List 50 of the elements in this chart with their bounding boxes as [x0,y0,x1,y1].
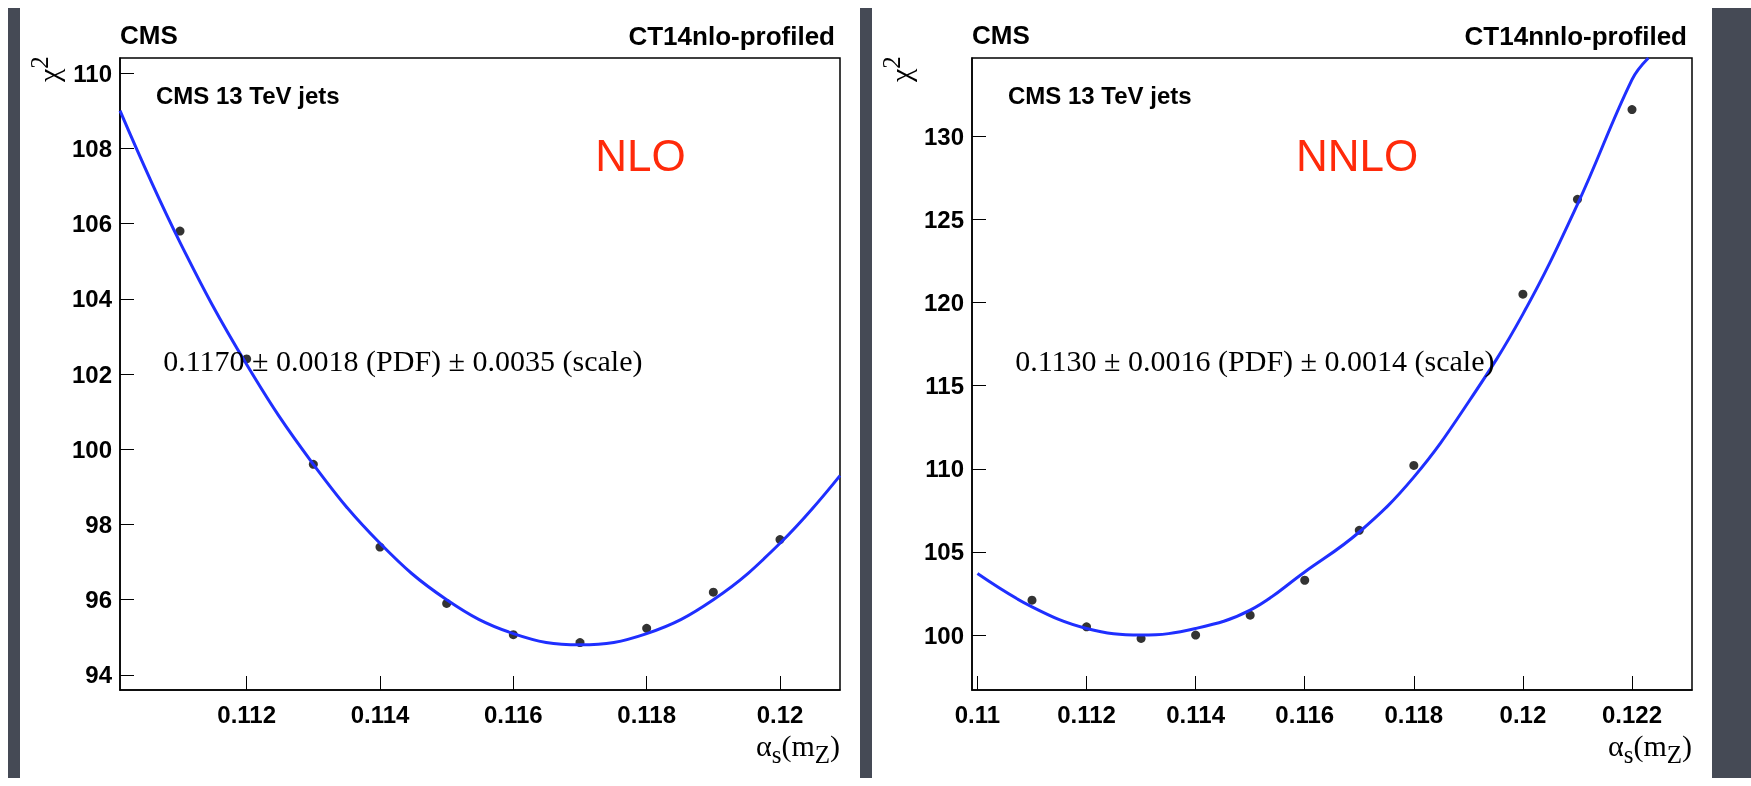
annotation: CMS 13 TeV jets [156,81,340,109]
chart-title: CT14nnlo-profiled [1464,21,1687,51]
y-tick-label: 94 [85,661,113,689]
y-tick-label: 110 [73,59,112,87]
y-tick-label: 100 [923,621,964,649]
annotation: 0.1130 ± 0.0016 (PDF) ± 0.0014 (scale) [1015,344,1495,379]
y-tick-label: 108 [71,134,112,162]
x-tick-label: 0.114 [350,700,411,728]
text: CMS [120,20,178,50]
x-tick-label: 0.12 [756,700,804,728]
y-tick-label: 98 [85,510,112,538]
chart-title: CT14nlo-profiled [628,21,836,51]
point [642,623,652,633]
point [1027,595,1037,605]
point [1409,460,1419,470]
y-tick-label: 104 [71,285,113,313]
annotation: 0.1170 ± 0.0018 (PDF) ± 0.0035 (scale) [163,344,643,379]
annotation: NLO [595,131,686,181]
x-tick-label: 0.118 [617,700,677,728]
x-tick-label: 0.116 [1275,700,1335,728]
y-tick-label: 105 [923,538,964,566]
y-tick-label: 125 [923,205,964,233]
x-tick-label: 0.112 [1057,700,1116,728]
y-tick-label: 100 [71,435,112,463]
y-tick-label: 115 [925,372,964,400]
y-tick-label: 120 [923,288,964,316]
x-axis-title: α$_{s}$(m$_{Z}$) [1607,729,1692,770]
y-tick-label: 110 [925,455,964,483]
y-tick-label: 130 [923,122,964,150]
x-tick-label: 0.116 [483,700,543,728]
x-tick-label: 0.122 [1601,700,1663,728]
x-tick-label: 0.12 [1499,700,1547,728]
x-tick-label: 0.11 [954,700,1001,728]
x-tick-label: 0.118 [1384,700,1444,728]
x-axis-title: α$_{s}$(m$_{Z}$) [755,729,840,770]
y-tick-label: 106 [71,210,112,238]
text: CMS [972,20,1030,50]
y-tick-label: 102 [71,360,112,388]
y-tick-label: 96 [85,586,112,614]
point [1518,289,1528,299]
point [1627,105,1637,115]
annotation: CMS 13 TeV jets [1008,81,1192,109]
x-tick-label: 0.114 [1166,700,1226,728]
point [1300,575,1310,585]
point [175,226,185,236]
point [708,587,718,597]
annotation: NNLO [1296,131,1419,181]
point [1191,630,1201,640]
line-series [118,109,842,647]
x-tick-label: 0.112 [217,700,277,728]
